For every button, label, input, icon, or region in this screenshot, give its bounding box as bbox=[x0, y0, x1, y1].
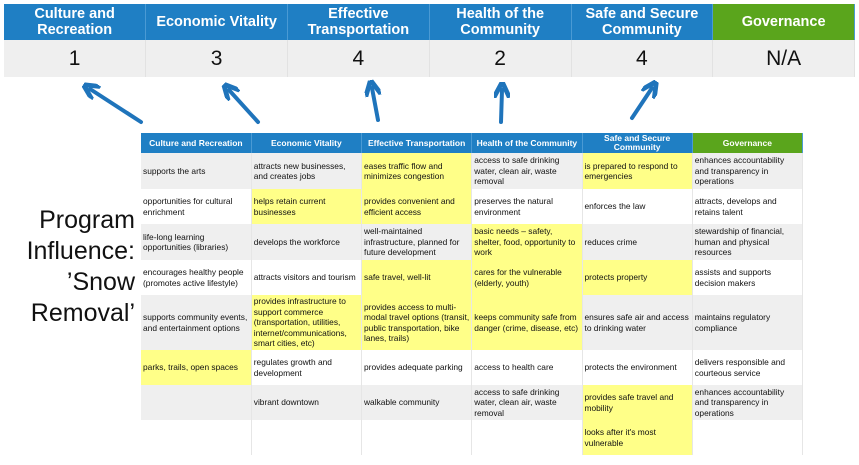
title-line: Removal’ bbox=[30, 299, 135, 327]
table-cell: keeps community safe from danger (crime,… bbox=[471, 295, 583, 350]
table-cell: enhances accountability and transparency… bbox=[692, 153, 804, 189]
detail-table: Culture and Recreation Economic Vitality E… bbox=[141, 133, 804, 455]
table-cell: looks after it's most vulnerable bbox=[582, 420, 693, 455]
summary-header: Governance bbox=[712, 4, 855, 40]
summary-header: Health of the Community bbox=[429, 4, 572, 40]
table-cell: cares for the vulnerable (elderly, youth… bbox=[471, 260, 583, 295]
table-cell bbox=[471, 420, 583, 455]
detail-header: Economic Vitality bbox=[251, 133, 363, 153]
table-cell: attracts visitors and tourism bbox=[251, 260, 363, 295]
table-cell bbox=[692, 420, 804, 455]
detail-header: Health of the Community bbox=[471, 133, 583, 153]
table-cell: supports the arts bbox=[141, 153, 252, 189]
table-cell: provides adequate parking bbox=[361, 350, 473, 385]
table-row: parks, trails, open spaces regulates grow… bbox=[141, 350, 804, 385]
table-cell: supports community events, and entertain… bbox=[141, 295, 252, 350]
table-cell: helps retain current businesses bbox=[251, 189, 363, 224]
table-cell: access to safe drinking water, clean air… bbox=[471, 153, 583, 189]
table-cell bbox=[251, 420, 363, 455]
table-cell: well-maintained infrastructure, planned … bbox=[361, 224, 473, 260]
table-cell: encourages healthy people (promotes acti… bbox=[141, 260, 252, 295]
detail-header: Governance bbox=[692, 133, 804, 153]
table-row: supports community events, and entertain… bbox=[141, 295, 804, 350]
table-cell: protects property bbox=[582, 260, 693, 295]
table-cell: provides infrastructure to support comme… bbox=[251, 295, 363, 350]
table-cell: is prepared to respond to emergencies bbox=[582, 153, 693, 189]
table-cell: protects the environment bbox=[582, 350, 693, 385]
table-cell: provides access to multi-modal travel op… bbox=[361, 295, 473, 350]
table-cell: access to health care bbox=[471, 350, 583, 385]
table-cell: ensures safe air and access to drinking … bbox=[582, 295, 693, 350]
summary-header: Effective Transportation bbox=[287, 4, 430, 40]
table-cell: develops the workforce bbox=[251, 224, 363, 260]
summary-score: N/A bbox=[712, 40, 855, 77]
detail-header: Effective Transportation bbox=[361, 133, 473, 153]
title-line: Program bbox=[39, 206, 135, 234]
summary-header: Safe and Secure Community bbox=[571, 4, 714, 40]
table-cell: provides convenient and efficient access bbox=[361, 189, 473, 224]
table-row: opportunities for cultural enrichment hel… bbox=[141, 189, 804, 224]
summary-header: Culture and Recreation bbox=[4, 4, 147, 40]
table-cell: regulates growth and development bbox=[251, 350, 363, 385]
table-cell: enhances accountability and transparency… bbox=[692, 385, 804, 420]
table-cell: reduces crime bbox=[582, 224, 693, 260]
table-row: supports the arts attracts new businesses… bbox=[141, 153, 804, 189]
table-cell: opportunities for cultural enrichment bbox=[141, 189, 252, 224]
table-cell bbox=[361, 420, 473, 455]
detail-header: Safe and Secure Community bbox=[582, 133, 693, 153]
table-cell: eases traffic flow and minimizes congest… bbox=[361, 153, 473, 189]
table-row: life-long learning opportunities (librar… bbox=[141, 224, 804, 260]
table-cell bbox=[141, 420, 252, 455]
title-line: Influence: bbox=[26, 237, 135, 265]
table-row: vibrant downtown walkable community access… bbox=[141, 385, 804, 420]
detail-header: Culture and Recreation bbox=[141, 133, 252, 153]
table-cell: parks, trails, open spaces bbox=[141, 350, 252, 385]
arrow-icon bbox=[90, 89, 143, 124]
table-cell: access to safe drinking water, clean air… bbox=[471, 385, 583, 420]
table-cell: walkable community bbox=[361, 385, 473, 420]
table-cell: maintains regulatory compliance bbox=[692, 295, 804, 350]
summary-score: 4 bbox=[571, 40, 714, 77]
table-cell: safe travel, well-lit bbox=[361, 260, 473, 295]
table-cell: vibrant downtown bbox=[251, 385, 363, 420]
table-cell: delivers responsible and courteous servi… bbox=[692, 350, 804, 385]
table-cell: enforces the law bbox=[582, 189, 693, 224]
summary-score: 3 bbox=[145, 40, 288, 77]
table-cell: assists and supports decision makers bbox=[692, 260, 804, 295]
title-line: ’Snow bbox=[66, 268, 135, 296]
summary-score: 2 bbox=[429, 40, 572, 77]
table-row: looks after it's most vulnerable bbox=[141, 420, 804, 455]
summary-table: Culture and Recreation Economic Vitality E… bbox=[4, 4, 855, 77]
table-cell bbox=[141, 385, 252, 420]
arrow-icon bbox=[501, 90, 502, 124]
arrow-icon bbox=[630, 88, 652, 120]
program-title: Program Influence: ’Snow Removal’ bbox=[0, 205, 135, 329]
table-cell: preserves the natural environment bbox=[471, 189, 583, 224]
summary-score: 4 bbox=[287, 40, 430, 77]
table-cell: provides safe travel and mobility bbox=[582, 385, 693, 420]
table-cell: life-long learning opportunities (librar… bbox=[141, 224, 252, 260]
arrow-icon bbox=[229, 90, 260, 124]
table-cell: attracts, develops and retains talent bbox=[692, 189, 804, 224]
summary-header: Economic Vitality bbox=[145, 4, 288, 40]
table-cell: basic needs – safety, shelter, food, opp… bbox=[471, 224, 583, 260]
table-cell: attracts new businesses, and creates job… bbox=[251, 153, 363, 189]
arrow-icon bbox=[372, 88, 378, 122]
summary-score: 1 bbox=[4, 40, 147, 77]
table-row: encourages healthy people (promotes acti… bbox=[141, 260, 804, 295]
table-cell: stewardship of financial, human and phys… bbox=[692, 224, 804, 260]
